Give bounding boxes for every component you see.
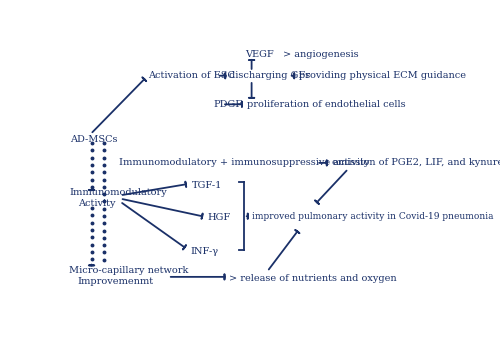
Text: proliferation of endothelial cells: proliferation of endothelial cells [246, 100, 405, 109]
Text: Micro-capillary network: Micro-capillary network [70, 266, 189, 275]
Text: HGF: HGF [208, 213, 231, 222]
Text: AD-MSCs: AD-MSCs [70, 135, 118, 144]
Text: Improvemenmt: Improvemenmt [77, 277, 154, 286]
Text: > angiogenesis: > angiogenesis [284, 50, 359, 59]
Text: Activation of ESC: Activation of ESC [148, 71, 234, 80]
Text: providing physical ECM guidance: providing physical ECM guidance [299, 71, 466, 80]
Text: INF-γ: INF-γ [190, 247, 218, 256]
Text: Immunomodulatory: Immunomodulatory [70, 188, 167, 197]
Text: PDGF: PDGF [214, 100, 243, 109]
Text: VEGF: VEGF [244, 50, 274, 59]
Text: emission of PGE2, LIF, and kynurenine: emission of PGE2, LIF, and kynurenine [332, 159, 500, 167]
Text: Immunomodulatory + immunosuppressive activity: Immunomodulatory + immunosuppressive act… [118, 159, 369, 167]
Text: Activity: Activity [78, 199, 116, 208]
Text: TGF-1: TGF-1 [192, 180, 222, 190]
Text: discharging GFs: discharging GFs [229, 71, 310, 80]
Text: > release of nutrients and oxygen: > release of nutrients and oxygen [229, 274, 397, 283]
Text: improved pulmonary activity in Covid-19 pneumonia: improved pulmonary activity in Covid-19 … [252, 212, 494, 221]
